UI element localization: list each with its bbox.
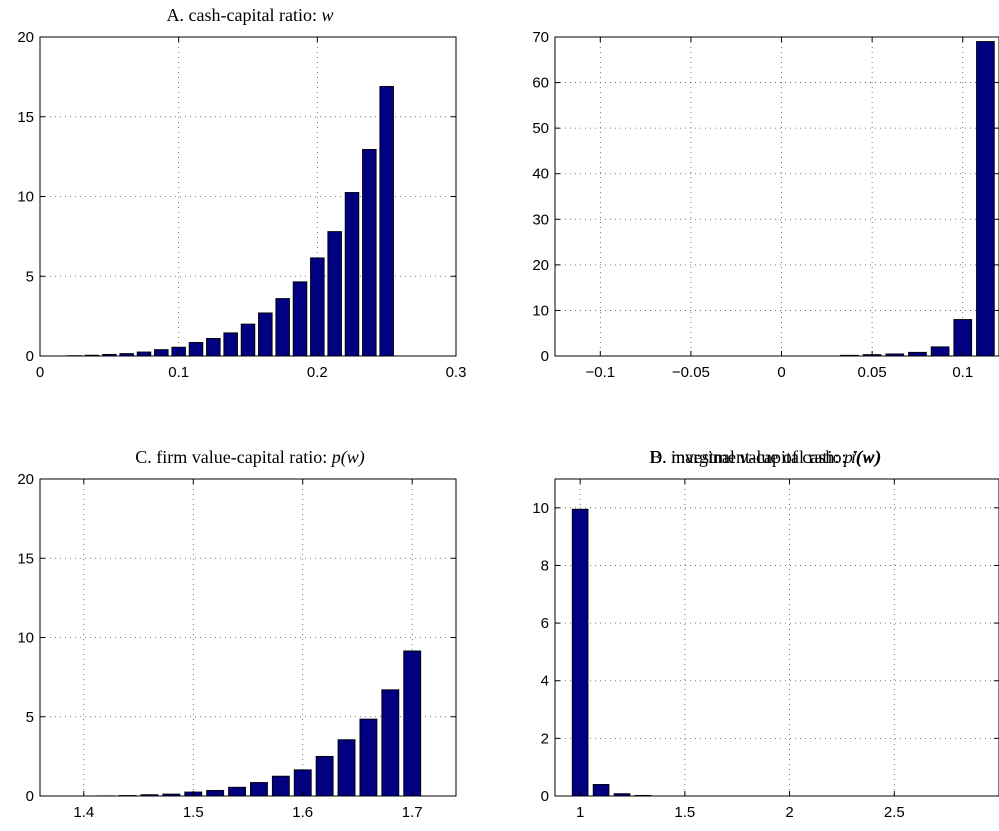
- panel-c-bar: [315, 755, 334, 797]
- panel-b-y-tick-label: 0: [541, 348, 549, 365]
- panel-a-bar: [154, 349, 169, 357]
- panel-a-y-tick-label: 5: [26, 268, 34, 285]
- panel-d-bar: [571, 508, 589, 797]
- panel-a-x-tick-label: 0: [36, 364, 44, 381]
- panel-d-x-tick-label: 1.5: [674, 804, 695, 821]
- panel-b-bar: [908, 351, 927, 357]
- panel-a-y-tick-label: 10: [17, 189, 34, 206]
- panel-c-bar: [271, 775, 290, 797]
- panel-b-investment-capital-ratio: B. investment-capital ratio: i(w) −0.1 −0…: [532, 29, 999, 468]
- panel-b-bar: [976, 41, 995, 357]
- panel-d-y-tick-label: 6: [541, 615, 549, 632]
- panel-a-bar: [362, 148, 377, 357]
- panel-c-bar: [206, 790, 225, 797]
- panel-d-y-tick-label: 10: [532, 500, 549, 517]
- panel-a-y-tick-label: 15: [17, 109, 34, 126]
- panel-b-x-tick-label: 0: [777, 364, 785, 381]
- panel-b-y-tick-label: 40: [532, 166, 549, 183]
- panel-c-x-tick-label: 1.5: [183, 804, 204, 821]
- panel-b-y-tick-label: 50: [532, 120, 549, 137]
- panel-d-x-tick-label: 1: [576, 804, 584, 821]
- panel-b-y-tick-label: 70: [532, 29, 549, 46]
- panel-a-bar: [240, 323, 256, 357]
- panel-a-bar: [344, 192, 360, 357]
- panel-b-x-tick-label: 0.1: [952, 364, 973, 381]
- panel-b-axes-frame: [554, 36, 999, 357]
- panel-a-y-tick-label: 0: [26, 348, 34, 365]
- panel-d-bar: [592, 784, 610, 797]
- panel-c-title: C. firm value-capital ratio: p(w): [135, 447, 364, 468]
- panel-b-bar: [930, 346, 950, 357]
- panel-b-x-tick-label: 0.05: [858, 364, 887, 381]
- panel-a-bar: [379, 85, 394, 357]
- panel-a-bar: [206, 338, 221, 357]
- panel-b-bar: [953, 319, 973, 357]
- panel-a-bar: [327, 231, 342, 357]
- panel-a-bar: [275, 298, 290, 357]
- panel-c-x-tick-label: 1.6: [292, 804, 313, 821]
- panel-c-y-tick-label: 15: [17, 550, 34, 567]
- panel-a-bar: [258, 312, 273, 357]
- panel-d-y-tick-label: 2: [541, 730, 549, 747]
- panel-c-y-tick-label: 0: [26, 788, 34, 805]
- panel-c-y-tick-label: 10: [17, 630, 34, 647]
- panel-d-marginal-value-of-cash: D. marginal value of cash: p′(w) 1 1.5 2 2.…: [532, 447, 999, 821]
- panel-a-title: A. cash-capital ratio: w: [167, 5, 334, 25]
- panel-c-bar: [228, 786, 246, 797]
- panel-c-y-tick-label: 5: [26, 709, 34, 726]
- panel-b-y-tick-label: 10: [532, 302, 549, 319]
- panel-c-bar: [403, 650, 422, 797]
- panel-a-y-tick-label: 20: [17, 29, 34, 46]
- panel-b-y-tick-label: 30: [532, 211, 549, 228]
- panel-d-y-tick-label: 8: [541, 557, 549, 574]
- panel-d-axes-frame: [554, 478, 999, 797]
- panel-c-bar: [250, 782, 268, 797]
- panel-c-x-tick-label: 1.7: [402, 804, 423, 821]
- panel-a-x-tick-label: 0.1: [168, 364, 189, 381]
- panel-a-bar: [136, 351, 152, 357]
- panel-a-bar: [188, 341, 204, 357]
- panel-d-x-tick-label: 2.5: [884, 804, 905, 821]
- panel-a-x-tick-label: 0.3: [446, 364, 467, 381]
- panel-c-bar: [381, 689, 400, 797]
- panel-c-x-tick-label: 1.4: [73, 804, 94, 821]
- panel-a-x-tick-label: 0.2: [307, 364, 328, 381]
- panel-a-bar: [310, 257, 325, 357]
- panel-c-firm-value-capital-ratio: C. firm value-capital ratio: p(w) 1.4 1.5…: [17, 447, 457, 821]
- panel-b-x-tick-label: −0.05: [672, 364, 710, 381]
- panel-b-x-tick-label: −0.1: [585, 364, 615, 381]
- panel-a-bar: [223, 332, 238, 357]
- panel-d-y-tick-label: 0: [541, 788, 549, 805]
- panel-d-y-tick-label: 4: [541, 673, 549, 690]
- panel-c-bar: [337, 739, 356, 797]
- panel-b-y-tick-label: 20: [532, 257, 549, 274]
- panel-b-y-tick-label: 60: [532, 75, 549, 92]
- panel-b-title: B. investment-capital ratio: i(w): [650, 447, 880, 468]
- panel-c-bar: [359, 718, 378, 797]
- panel-d-title: D. marginal value of cash: p′(w): [649, 447, 881, 468]
- panel-a-bar: [292, 281, 308, 357]
- panel-c-y-tick-label: 20: [17, 471, 34, 488]
- panel-a-cash-capital-ratio: A. cash-capital ratio: w 0 0.1 0.2 0.3 0 5 10 1…: [17, 5, 466, 381]
- panel-d-x-tick-label: 2: [785, 804, 793, 821]
